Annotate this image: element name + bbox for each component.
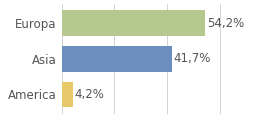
Bar [62, 82, 73, 107]
Text: 4,2%: 4,2% [75, 88, 105, 101]
Text: 54,2%: 54,2% [207, 17, 244, 30]
Bar [62, 46, 172, 72]
Text: 41,7%: 41,7% [174, 52, 211, 65]
Bar [62, 10, 205, 36]
